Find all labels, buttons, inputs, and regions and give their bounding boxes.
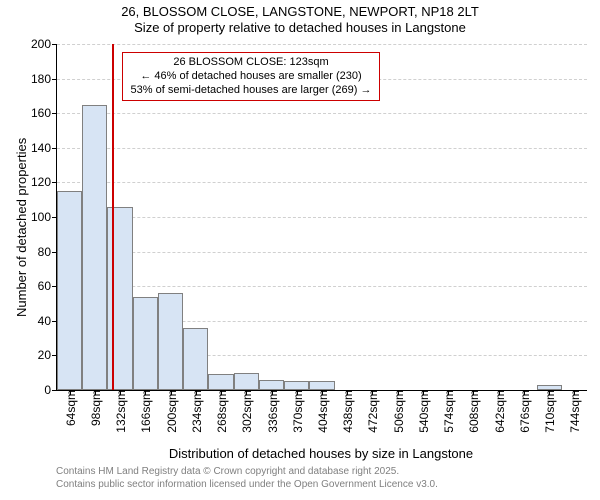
histogram-bar [158,293,183,390]
x-tick-label: 574sqm [440,390,456,433]
x-tick-label: 302sqm [238,390,254,433]
title-line-1: 26, BLOSSOM CLOSE, LANGSTONE, NEWPORT, N… [0,4,600,20]
gridline [57,44,587,45]
y-tick-label: 80 [38,245,57,259]
y-tick-label: 40 [38,314,57,328]
x-tick-label: 370sqm [289,390,305,433]
x-tick-label: 336sqm [264,390,280,433]
chart-container: { "title": { "line1": "26, BLOSSOM CLOSE… [0,0,600,500]
annotation-line-1: 26 BLOSSOM CLOSE: 123sqm [126,56,376,70]
x-tick-label: 64sqm [62,390,78,426]
x-tick-label: 98sqm [87,390,103,426]
gridline [57,113,587,114]
y-tick-label: 120 [31,175,57,189]
x-axis-label: Distribution of detached houses by size … [56,446,586,461]
histogram-bar [309,381,334,390]
histogram-bar [133,297,158,390]
property-marker-line [112,44,114,390]
x-tick-label: 268sqm [213,390,229,433]
gridline [57,286,587,287]
x-tick-label: 166sqm [137,390,153,433]
y-axis-label: Number of detached properties [14,138,29,317]
histogram-bar [107,207,132,390]
x-tick-label: 608sqm [465,390,481,433]
title-line-2: Size of property relative to detached ho… [0,20,600,36]
x-tick-label: 540sqm [415,390,431,433]
histogram-bar [208,374,233,390]
histogram-bar [259,380,284,390]
x-tick-label: 234sqm [188,390,204,433]
histogram-bar [183,328,208,390]
histogram-bar [234,373,259,390]
y-tick-label: 100 [31,210,57,224]
annotation-box: 26 BLOSSOM CLOSE: 123sqm← 46% of detache… [122,52,380,101]
chart-title: 26, BLOSSOM CLOSE, LANGSTONE, NEWPORT, N… [0,4,600,35]
x-tick-label: 506sqm [390,390,406,433]
y-tick-label: 60 [38,279,57,293]
gridline [57,252,587,253]
histogram-bar [537,385,562,390]
x-tick-label: 132sqm [112,390,128,433]
y-tick-label: 140 [31,141,57,155]
gridline [57,182,587,183]
y-tick-label: 200 [31,37,57,51]
y-tick-label: 20 [38,348,57,362]
x-tick-label: 200sqm [163,390,179,433]
y-tick-label: 180 [31,72,57,86]
attribution-line-2: Contains public sector information licen… [56,479,438,492]
histogram-bar [284,381,309,390]
histogram-bar [57,191,82,390]
attribution-text: Contains HM Land Registry data © Crown c… [56,466,438,491]
attribution-line-1: Contains HM Land Registry data © Crown c… [56,466,438,479]
gridline [57,217,587,218]
x-tick-label: 744sqm [566,390,582,433]
y-tick-label: 160 [31,106,57,120]
x-tick-label: 404sqm [314,390,330,433]
x-tick-label: 676sqm [516,390,532,433]
x-tick-label: 710sqm [541,390,557,433]
annotation-line-3: 53% of semi-detached houses are larger (… [126,84,376,98]
annotation-line-2: ← 46% of detached houses are smaller (23… [126,70,376,84]
gridline [57,148,587,149]
x-tick-label: 472sqm [364,390,380,433]
x-tick-label: 642sqm [491,390,507,433]
plot-area: 02040608010012014016018020064sqm98sqm132… [56,44,587,391]
y-tick-label: 0 [44,383,57,397]
histogram-bar [82,105,107,390]
x-tick-label: 438sqm [339,390,355,433]
